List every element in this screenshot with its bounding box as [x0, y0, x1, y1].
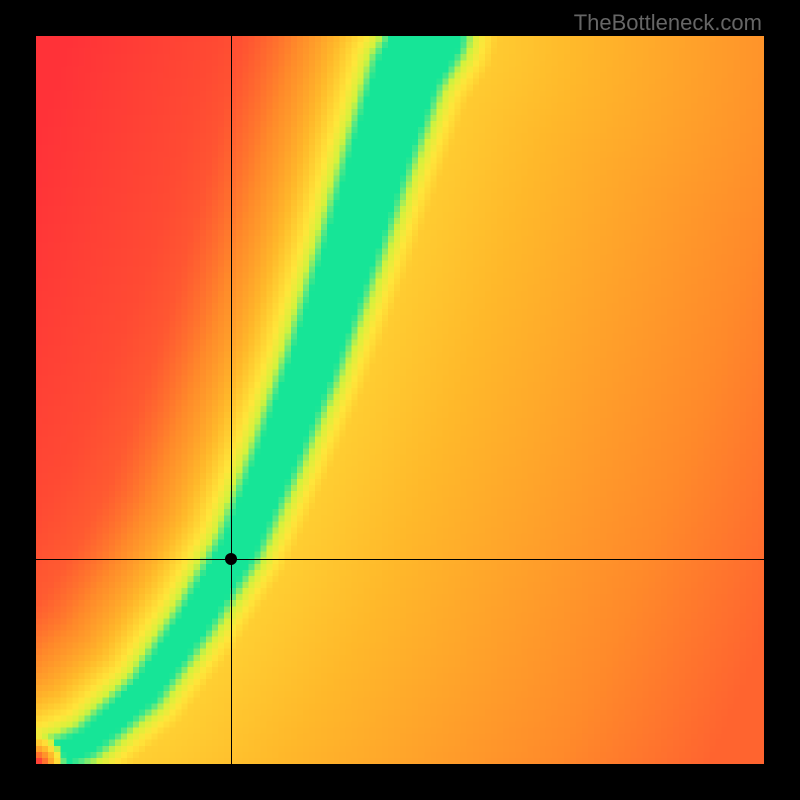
- bottleneck-heatmap: [36, 36, 764, 764]
- watermark-text: TheBottleneck.com: [574, 10, 762, 36]
- crosshair-vertical: [231, 36, 232, 764]
- crosshair-horizontal: [36, 559, 764, 560]
